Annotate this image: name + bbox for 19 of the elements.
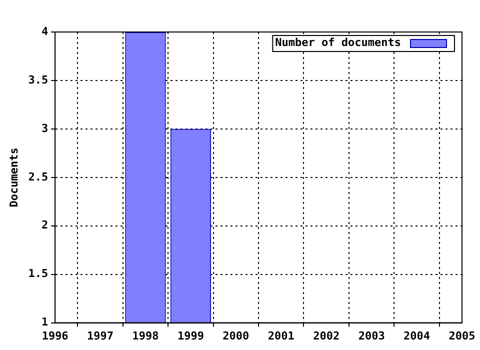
y-tick-label: 3: [41, 122, 48, 135]
x-tick-label: 2002: [313, 329, 340, 342]
x-tick-label: 2001: [268, 329, 295, 342]
x-tick-label: 1997: [87, 329, 114, 342]
x-tick-label: 1998: [132, 329, 159, 342]
y-axis-title: Documents: [7, 148, 20, 208]
y-tick-label: 4: [41, 24, 48, 38]
y-tick-label: 1.5: [28, 267, 48, 280]
legend-label: Number of documents: [275, 36, 402, 49]
x-tick-label: 2000: [222, 329, 250, 342]
y-tick-label: 1: [41, 316, 48, 329]
x-tick-label: 1996: [42, 329, 69, 342]
x-tick-label: 2003: [358, 329, 385, 342]
y-tick-label: 2.5: [28, 170, 48, 184]
x-tick-label: 1999: [177, 329, 204, 342]
y-tick-label: 2: [41, 218, 48, 232]
x-tick-label: 2005: [448, 329, 476, 342]
y-tick-label: 3.5: [28, 73, 48, 86]
x-tick-label: 2004: [404, 329, 430, 342]
